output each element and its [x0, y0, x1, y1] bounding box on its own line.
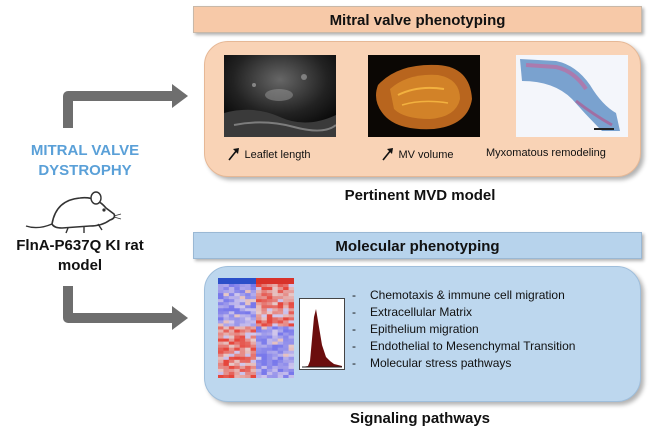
mitral-valve-phenotyping-header: Mitral valve phenotyping — [193, 6, 642, 33]
molecular-phenotyping-header: Molecular phenotyping — [193, 232, 642, 259]
up-right-arrow-icon — [382, 147, 393, 161]
arrow-to-molecular-icon — [63, 286, 188, 330]
mv-volume-label-group: MV volume — [382, 145, 453, 163]
leaflet-length-label-group: Leaflet length — [228, 145, 311, 163]
mv-volume-label: MV volume — [398, 149, 454, 161]
histology-image — [516, 55, 628, 137]
mitral-valve-dystrophy-title: MITRAL VALVE DYSTROPHY — [30, 142, 140, 179]
up-right-arrow-icon — [228, 147, 239, 161]
list-item: - Epithelium migration — [352, 322, 479, 336]
echocardiography-image — [224, 55, 336, 137]
list-item: - Chemotaxis & immune cell migration — [352, 288, 565, 302]
heatmap-image — [218, 278, 295, 379]
leaflet-length-label: Leaflet length — [244, 149, 311, 161]
mv-volume-image — [368, 55, 480, 137]
rat-icon — [22, 186, 122, 234]
pertinent-mvd-model-caption: Pertinent MVD model — [344, 187, 496, 204]
pathway-list: - Chemotaxis & immune cell migration - Ext… — [352, 287, 575, 372]
list-item: - Extracellular Matrix — [352, 305, 473, 319]
arrow-to-mitral-valve-icon — [63, 84, 188, 128]
list-item: - Endothelial to Mesenchymal Transition — [352, 339, 576, 353]
rat-model-title: FlnA-P637Q KI rat model — [16, 237, 144, 274]
myxomatous-remodeling-label: Myxomatous remodeling — [486, 147, 606, 159]
histogram-image — [299, 298, 345, 370]
list-item: - Molecular stress pathways — [352, 356, 512, 370]
signaling-pathways-caption: Signaling pathways — [349, 410, 491, 427]
